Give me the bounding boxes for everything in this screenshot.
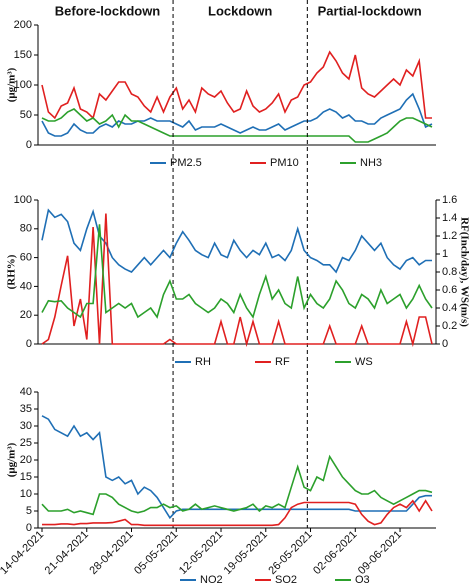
y2-tick-label: 1 <box>442 248 448 260</box>
y-tick-label: 10 <box>20 488 32 500</box>
legend-label: WS <box>355 356 373 368</box>
phase-label: Lockdown <box>208 3 272 18</box>
y-tick-label: 25 <box>20 437 32 449</box>
series-line <box>42 499 433 527</box>
legend-label: O3 <box>355 574 370 586</box>
x-tick-label: 28-04-2021 <box>87 529 135 577</box>
y-tick-label: 20 <box>20 309 32 321</box>
y2-tick-label: 0 <box>442 338 448 350</box>
y-tick-label: 20 <box>20 454 32 466</box>
x-tick-label: 21-04-2021 <box>43 529 91 577</box>
legend-label: RF <box>275 356 290 368</box>
legend-label: SO2 <box>275 574 297 586</box>
y2-tick-label: 0.6 <box>442 284 457 296</box>
phase-label: Before-lockdown <box>55 3 161 18</box>
y2-tick-label: 0.2 <box>442 320 457 332</box>
y2-tick-label: 0.4 <box>442 302 457 314</box>
x-tick-label: 26-05-2021 <box>266 529 314 577</box>
y-tick-label: 35 <box>20 403 32 415</box>
phase-label: Partial-lockdown <box>318 3 422 18</box>
series-line <box>41 50 432 120</box>
y-axis-label: (μg/m³) <box>6 67 18 102</box>
y-tick-label: 0 <box>26 338 32 350</box>
y-tick-label: 40 <box>20 280 32 292</box>
x-tick-label: 19-05-2021 <box>222 529 270 577</box>
y2-tick-label: 1.2 <box>442 230 457 242</box>
y-tick-label: 5 <box>26 505 32 517</box>
legend-label: PM10 <box>270 157 299 169</box>
legend-label: RH <box>195 356 211 368</box>
y-tick-label: 50 <box>20 109 32 121</box>
x-tick-label: 12-05-2021 <box>177 529 225 577</box>
y-tick-label: 150 <box>14 49 32 61</box>
y-tick-label: 15 <box>20 471 32 483</box>
y-tick-label: 100 <box>14 194 32 206</box>
series-line <box>41 108 433 143</box>
y2-tick-label: 1.6 <box>442 194 457 206</box>
y-tick-label: 100 <box>14 79 32 91</box>
y-tick-label: 30 <box>20 420 32 432</box>
x-tick-label: 14-04-2021 <box>0 529 46 577</box>
y2-tick-label: 0.8 <box>442 266 457 278</box>
y-tick-label: 40 <box>20 386 32 398</box>
legend-label: NO2 <box>200 574 223 586</box>
legend-label: PM2.5 <box>170 157 202 169</box>
y-tick-label: 60 <box>20 252 32 264</box>
y-axis-label: (RH%) <box>6 254 18 289</box>
y-tick-label: 0 <box>26 139 32 151</box>
series-line <box>41 213 433 348</box>
x-tick-label: 05-05-2021 <box>132 529 180 577</box>
y2-axis-label: RF(Inch/day), WS(m/s) <box>458 217 470 327</box>
legend-label: NH3 <box>360 157 382 169</box>
series-line <box>41 454 433 516</box>
y2-tick-label: 1.4 <box>442 212 457 224</box>
y-tick-label: 0 <box>26 522 32 534</box>
x-tick-label: 09-06-2021 <box>356 529 404 577</box>
x-tick-label: 02-06-2021 <box>311 529 359 577</box>
series-line <box>41 224 433 319</box>
y-axis-label: (μg/m³) <box>6 442 18 477</box>
y-tick-label: 80 <box>20 223 32 235</box>
series-line <box>41 415 432 520</box>
series-line <box>41 92 433 137</box>
y-tick-label: 200 <box>14 19 32 31</box>
